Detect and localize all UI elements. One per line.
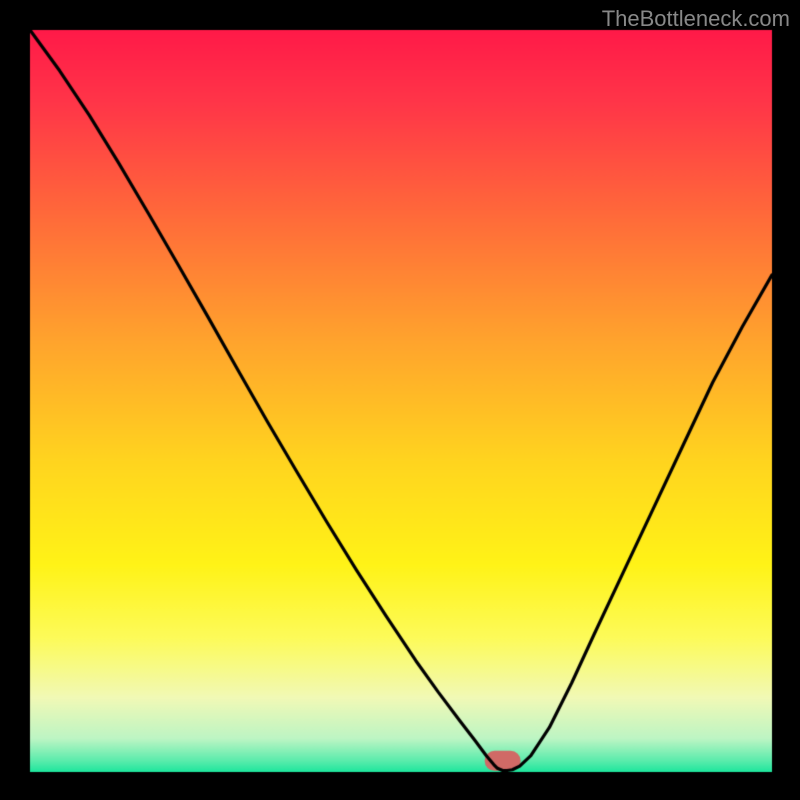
bottleneck-curve-chart xyxy=(0,0,800,800)
chart-container: TheBottleneck.com xyxy=(0,0,800,800)
watermark-label: TheBottleneck.com xyxy=(602,6,790,32)
